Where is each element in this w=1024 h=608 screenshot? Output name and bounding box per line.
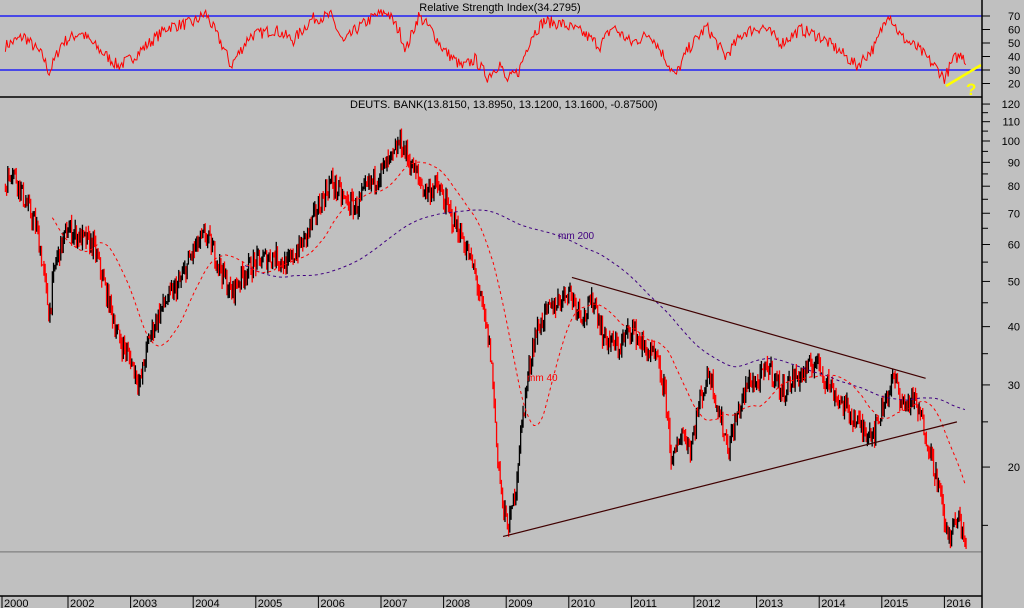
- price-panel: DEUTS. BANK(13.8150, 13.8950, 13.1200, 1…: [0, 99, 1020, 553]
- price-title: DEUTS. BANK(13.8150, 13.8950, 13.1200, 1…: [350, 99, 658, 111]
- ma40-line: [51, 161, 966, 484]
- ma200-line: [244, 209, 966, 411]
- x-tick-label: 2014: [821, 598, 845, 608]
- x-tick-label: 2010: [571, 598, 595, 608]
- rsi-question-mark: ?: [966, 80, 976, 99]
- price-tick-label: 30: [1008, 380, 1020, 392]
- x-tick-label: 2005: [258, 598, 282, 608]
- x-tick-label: 2012: [696, 598, 720, 608]
- x-tick-label: 2011: [633, 598, 657, 608]
- x-tick-label: 2007: [383, 598, 407, 608]
- x-tick-label: 2002: [70, 598, 94, 608]
- price-tick-label: 40: [1008, 322, 1020, 334]
- x-tick-label: 2004: [195, 598, 219, 608]
- price-tick-label: 80: [1008, 181, 1020, 193]
- rsi-tick-label: 30: [1008, 65, 1020, 77]
- price-tick-label: 50: [1008, 276, 1020, 288]
- ma200-series: [244, 209, 966, 411]
- rsi-tick-label: 70: [1008, 11, 1020, 23]
- price-tick-label: 100: [1002, 136, 1020, 148]
- x-tick-label: 2008: [446, 598, 470, 608]
- upper-resistance: [571, 276, 926, 379]
- x-axis: 2000 2002 2003 2004 2005 2006 2007 2008 2009 2010…: [1, 596, 971, 608]
- x-tick-label: 2000: [4, 598, 28, 608]
- price-tick-label: 60: [1008, 239, 1020, 251]
- price-tick-label: 90: [1008, 157, 1020, 169]
- rsi-tick-label: 50: [1008, 38, 1020, 50]
- x-tick-label: 2013: [759, 598, 783, 608]
- price-tick-label: 120: [1002, 99, 1020, 111]
- lower-support: [502, 421, 958, 538]
- rsi-tick-label: 40: [1008, 52, 1020, 64]
- trendlines: [502, 276, 958, 538]
- rsi-series: [4, 8, 967, 84]
- rsi-line: [4, 8, 967, 84]
- rsi-tick-label: 20: [1008, 79, 1020, 91]
- price-tick-label: 70: [1008, 208, 1020, 220]
- price-candles: [4, 128, 967, 549]
- x-tick-label: 2016: [946, 598, 970, 608]
- x-tick-label: 2006: [320, 598, 344, 608]
- rsi-tick-label: 60: [1008, 25, 1020, 37]
- ma40-series: [51, 161, 966, 484]
- price-tick-label: 20: [1008, 462, 1020, 474]
- x-tick-label: 2009: [508, 598, 532, 608]
- rsi-title: Relative Strength Index(34.2795): [419, 2, 580, 14]
- mm200-label: mm 200: [558, 231, 595, 242]
- mm40-label: mm 40: [527, 373, 558, 384]
- x-tick-label: 2015: [884, 598, 908, 608]
- x-tick-label: 2003: [133, 598, 157, 608]
- price-axis: 120 110 100 90 80 70 60 50 40 30 20: [982, 99, 1020, 526]
- rsi-reference-lines: [0, 15, 982, 71]
- rsi-annotation-trendline: [945, 63, 982, 88]
- price-tick-label: 110: [1002, 117, 1020, 129]
